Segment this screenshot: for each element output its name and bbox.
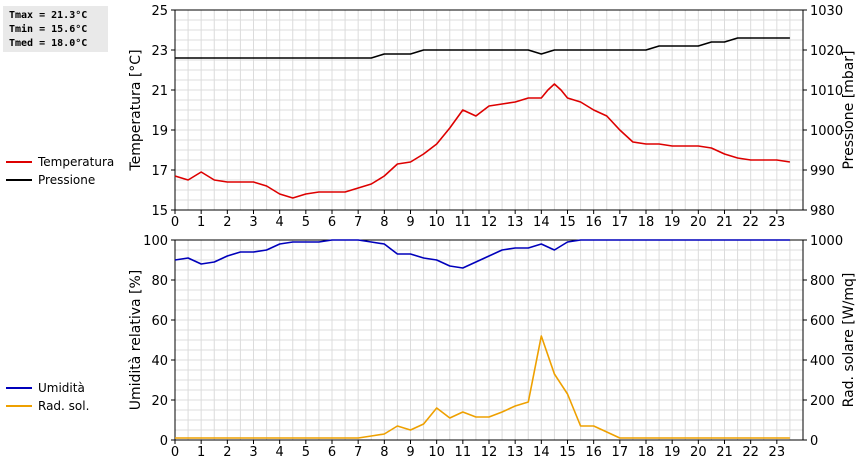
chart2-x-tick-label-2: 2 bbox=[223, 445, 231, 460]
chart1-yl-tick-label-25: 25 bbox=[151, 4, 168, 19]
chart2-x-tick-label-0: 0 bbox=[171, 445, 179, 460]
chart2-x-tick-label-8: 8 bbox=[380, 445, 388, 460]
chart1-x-tick-label-10: 10 bbox=[428, 215, 445, 230]
stats-box: Tmax = 21.3°C Tmin = 15.6°C Tmed = 18.0°… bbox=[3, 6, 108, 52]
chart1-x-tick-label-8: 8 bbox=[380, 215, 388, 230]
chart1-yr-tick-label-1010: 1010 bbox=[810, 84, 843, 99]
chart2-x-tick-label-10: 10 bbox=[428, 445, 445, 460]
chart1-x-tick-label-12: 12 bbox=[481, 215, 498, 230]
chart1-x-tick-label-16: 16 bbox=[585, 215, 602, 230]
chart2-x-tick-label-4: 4 bbox=[276, 445, 284, 460]
chart1-yl-tick-label-19: 19 bbox=[151, 124, 168, 139]
chart2-x-tick-label-19: 19 bbox=[664, 445, 681, 460]
chart1-x-tick-label-13: 13 bbox=[507, 215, 524, 230]
chart2-x-tick-label-22: 22 bbox=[742, 445, 759, 460]
chart2-series-umidita bbox=[174, 239, 790, 269]
chart1-x-tick-label-5: 5 bbox=[302, 215, 310, 230]
chart1-x-tick-label-6: 6 bbox=[328, 215, 336, 230]
chart2-yl-tick-label-80: 80 bbox=[151, 274, 168, 289]
chart2-x-tick-label-12: 12 bbox=[481, 445, 498, 460]
chart2-x-tick-label-1: 1 bbox=[197, 445, 205, 460]
chart2-yl-tick-label-60: 60 bbox=[151, 314, 168, 329]
chart2-x-tick-label-14: 14 bbox=[533, 445, 550, 460]
chart2-yl-tick-label-0: 0 bbox=[160, 434, 168, 449]
chart1-x-tick-label-7: 7 bbox=[354, 215, 362, 230]
chart2-yr-tick-label-800: 800 bbox=[810, 274, 835, 289]
chart1-yr-tick-label-980: 980 bbox=[810, 204, 835, 219]
chart1-x-tick-label-19: 19 bbox=[664, 215, 681, 230]
chart2-x-tick-label-17: 17 bbox=[612, 445, 629, 460]
chart1-yr-tick-label-990: 990 bbox=[810, 164, 835, 179]
chart1-series-pressione bbox=[175, 37, 790, 59]
chart1-yl-tick-label-21: 21 bbox=[151, 84, 168, 99]
chart1-yr-tick-label-1000: 1000 bbox=[810, 124, 843, 139]
chart1-ylabel-left: Temperatura [°C] bbox=[128, 49, 144, 171]
stat-tmin: Tmin = 15.6°C bbox=[9, 24, 88, 35]
chart2-x-tick-label-6: 6 bbox=[328, 445, 336, 460]
chart1-x-tick-label-15: 15 bbox=[559, 215, 576, 230]
chart2-x-tick-label-3: 3 bbox=[249, 445, 257, 460]
chart1-yl-tick-label-17: 17 bbox=[151, 164, 168, 179]
chart2-yr-tick-label-200: 200 bbox=[810, 394, 835, 409]
chart2-series-rad-sol bbox=[175, 335, 790, 439]
chart1-x-tick-label-21: 21 bbox=[716, 215, 733, 230]
chart1-yl-tick-label-23: 23 bbox=[151, 44, 168, 59]
legend-label-rad-sol: Rad. sol. bbox=[38, 399, 90, 413]
legend-swatch-pressione bbox=[6, 179, 32, 181]
chart1-yr-tick-label-1030: 1030 bbox=[810, 4, 843, 19]
stat-tmax: Tmax = 21.3°C bbox=[9, 10, 88, 21]
chart2-x-tick-label-7: 7 bbox=[354, 445, 362, 460]
legend-label-pressione: Pressione bbox=[38, 173, 96, 187]
chart2-x-tick-label-11: 11 bbox=[455, 445, 472, 460]
chart1-series-temperatura bbox=[174, 83, 791, 199]
chart1-x-tick-label-18: 18 bbox=[638, 215, 655, 230]
chart2-x-tick-label-5: 5 bbox=[302, 445, 310, 460]
chart1-x-tick-label-1: 1 bbox=[197, 215, 205, 230]
chart1-x-tick-label-9: 9 bbox=[406, 215, 414, 230]
chart2-yr-tick-label-600: 600 bbox=[810, 314, 835, 329]
chart2-ylabel-right: Rad. solare [W/mq] bbox=[841, 273, 857, 408]
chart2-yl-tick-label-100: 100 bbox=[143, 234, 168, 249]
chart1-x-tick-label-20: 20 bbox=[690, 215, 707, 230]
chart2-x-tick-label-16: 16 bbox=[585, 445, 602, 460]
chart1-yr-tick-label-1020: 1020 bbox=[810, 44, 843, 59]
legend-swatch-temperatura bbox=[6, 161, 32, 163]
legend-label-temperatura: Temperatura bbox=[38, 155, 115, 169]
chart2-yl-tick-label-20: 20 bbox=[151, 394, 168, 409]
chart1-x-tick-label-3: 3 bbox=[249, 215, 257, 230]
chart2-x-tick-label-18: 18 bbox=[638, 445, 655, 460]
stat-tmed: Tmed = 18.0°C bbox=[9, 38, 88, 49]
legend-swatch-rad-sol bbox=[6, 405, 32, 407]
chart1-x-tick-label-11: 11 bbox=[455, 215, 472, 230]
chart2-x-tick-label-13: 13 bbox=[507, 445, 524, 460]
chart2-yl-tick-label-40: 40 bbox=[151, 354, 168, 369]
chart2-x-tick-label-21: 21 bbox=[716, 445, 733, 460]
chart1-x-tick-label-23: 23 bbox=[769, 215, 786, 230]
chart1-x-tick-label-17: 17 bbox=[612, 215, 629, 230]
chart2-x-tick-label-20: 20 bbox=[690, 445, 707, 460]
chart1-ylabel-right: Pressione [mbar] bbox=[841, 50, 857, 169]
legend-label-umidita: Umidità bbox=[38, 381, 85, 395]
chart2-yr-tick-label-400: 400 bbox=[810, 354, 835, 369]
chart1-x-tick-label-2: 2 bbox=[223, 215, 231, 230]
chart2-x-tick-label-15: 15 bbox=[559, 445, 576, 460]
chart2-ylabel-left: Umidità relativa [%] bbox=[128, 270, 144, 411]
chart1-yl-tick-label-15: 15 bbox=[151, 204, 168, 219]
chart2-yr-tick-label-1000: 1000 bbox=[810, 234, 843, 249]
chart2-yr-tick-label-0: 0 bbox=[810, 434, 818, 449]
chart2-x-tick-label-9: 9 bbox=[406, 445, 414, 460]
legend-swatch-umidita bbox=[6, 387, 32, 389]
chart1-x-tick-label-0: 0 bbox=[171, 215, 179, 230]
chart1-x-tick-label-4: 4 bbox=[276, 215, 284, 230]
chart1-x-tick-label-22: 22 bbox=[742, 215, 759, 230]
chart1-x-tick-label-14: 14 bbox=[533, 215, 550, 230]
chart2-x-tick-label-23: 23 bbox=[769, 445, 786, 460]
